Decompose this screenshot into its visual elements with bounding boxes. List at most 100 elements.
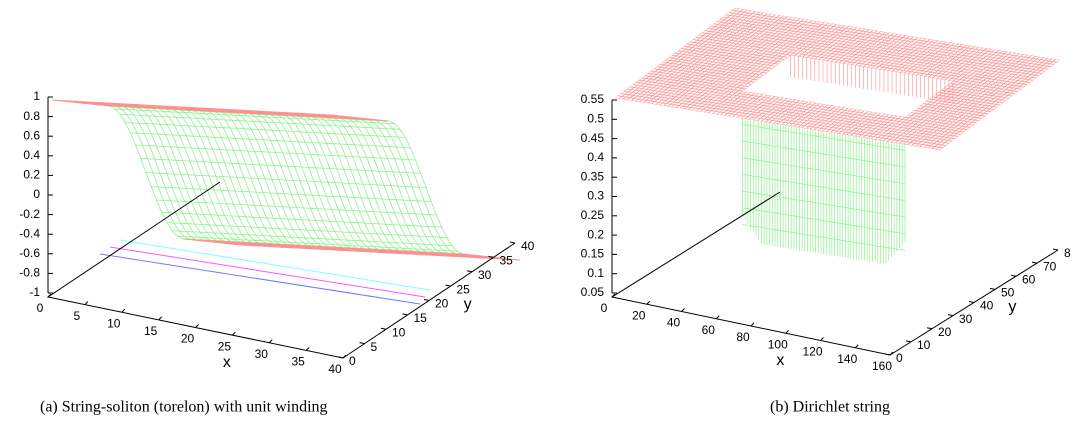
mesh-line [318,116,394,251]
mesh-line [638,79,965,133]
mesh-line [698,34,1025,88]
y-tick-label: 35 [500,254,514,268]
z-tick-label: 0 [33,187,40,201]
x-tick-label: 80 [736,330,750,344]
x-tick-label: 20 [632,308,646,322]
floor-axes [46,181,516,359]
mesh-line [623,90,950,144]
mesh-line [742,157,906,185]
mesh-line [157,108,233,242]
z-tick-label: 0.55 [581,92,605,106]
z-tick-label: 0.4 [587,150,604,164]
y-tick [1010,274,1017,277]
y-tick-label: 30 [959,312,973,326]
y-tick [1052,248,1059,251]
y-tick-label: 40 [980,299,994,313]
mesh-line [115,106,191,240]
mesh-line [276,114,352,249]
z-tick-label: 0.25 [581,208,605,222]
z-tick-label: 0.05 [581,285,605,299]
floor-axes [610,191,1059,356]
caption: (b) Dirichlet string [770,399,890,416]
x-tick-label: 40 [667,316,681,330]
mesh-line [331,114,389,122]
mesh-line [722,16,1049,70]
mesh-line [381,120,457,254]
mesh-line [164,108,240,243]
y-tick [380,327,387,330]
z-tick-label: 0.2 [23,168,40,182]
x-tick-label: 30 [255,347,269,361]
z-tick-label: 0.1 [587,266,604,280]
x-tick [305,347,310,351]
mesh-line [713,23,1040,77]
mesh-line [388,120,464,255]
x-tick-label: 160 [872,359,892,373]
mesh-line [742,140,906,168]
mesh-line [617,95,944,149]
y-tick [905,340,912,343]
mesh-line [255,113,331,248]
z-tick-label: -0.4 [19,226,40,240]
y-tick [926,327,933,330]
mesh-line [626,88,953,142]
y-tick [423,299,430,301]
mesh-line [707,27,1034,81]
mesh-line [695,36,1022,90]
mesh-line [644,75,971,128]
x-tick-label: 25 [218,339,232,353]
x-tick [268,339,273,344]
mesh-line [241,112,317,247]
mesh-line [742,174,906,201]
x-tick [611,293,616,298]
y-tick-label: 0 [349,354,356,368]
mesh-line [421,251,479,259]
mesh-line [248,113,324,247]
z-tick-label: 0.3 [587,189,604,203]
mesh-line [213,111,289,245]
y-tick-label: 5 [371,340,378,354]
mesh-line [297,115,373,250]
x-tick [47,293,52,298]
mesh-line [449,252,507,260]
mesh-line [185,109,261,244]
x-axis-label: x [223,354,231,371]
x-tick [646,300,651,305]
y-tick [466,270,473,273]
mesh-line [311,116,387,251]
z-tick-label: 0.4 [23,148,40,162]
z-tick-label: -1 [29,285,40,299]
mesh-line [629,86,956,140]
x-tick [889,351,894,356]
y-axis-label: y [464,296,472,313]
x-tick-label: 20 [181,332,195,346]
y-tick [337,356,344,359]
y-axis-label: y [1008,298,1016,315]
mesh-line [701,32,1028,86]
mesh-line [290,115,366,250]
x-tick [854,344,859,349]
y-tick-label: 30 [478,268,492,282]
mesh-line [716,21,1043,74]
mesh-line [206,110,282,245]
x-tick [785,329,790,334]
mesh-line [283,115,359,249]
x-tick [820,337,824,341]
mesh-line [374,119,450,254]
y-tick [445,284,451,287]
mesh-line [199,110,275,245]
mesh-line [742,207,906,235]
x-tick-label: 35 [291,355,305,369]
z-tick-label: 0.5 [587,111,604,125]
mesh-line [227,112,303,246]
mesh-line [136,107,212,241]
y-tick-label: 50 [1001,286,1015,300]
z-tick-label: 0.35 [581,169,605,183]
mesh-line [150,107,226,242]
mesh-line [719,18,1046,72]
mesh-line [122,106,198,241]
y-tick-label: 60 [1022,272,1036,286]
mesh-line [360,119,436,253]
mesh-line [704,30,1031,83]
